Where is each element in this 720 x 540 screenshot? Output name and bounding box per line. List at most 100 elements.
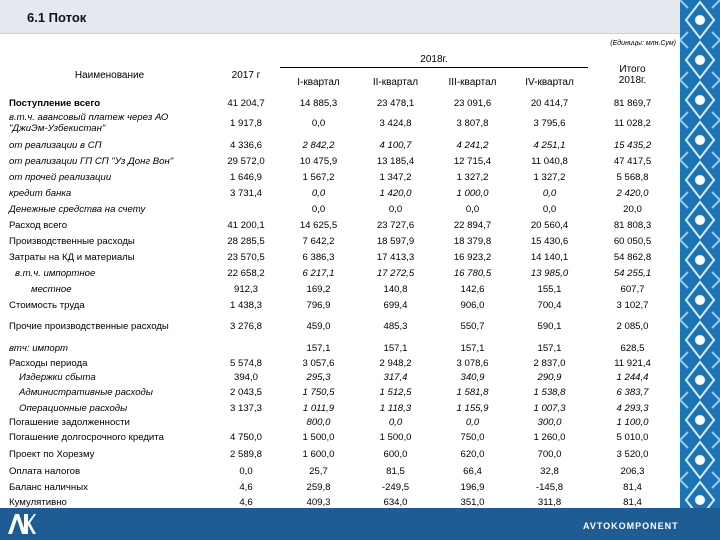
cell-q2: 1 347,2 bbox=[379, 171, 412, 183]
bottom-bar bbox=[0, 508, 720, 540]
row-label: Административные расходы bbox=[19, 387, 153, 398]
header-row-1: Наименование 2017 г 2018г. Итого 2018г. bbox=[7, 53, 677, 86]
cell-q2: 1 512,5 bbox=[379, 387, 412, 398]
cell-q4: 15 430,6 bbox=[530, 235, 569, 247]
cell-y2017: 3 731,4 bbox=[229, 187, 262, 199]
cell-q3: 16 780,5 bbox=[453, 267, 492, 279]
header-value-total: 81 869,7 bbox=[613, 97, 652, 109]
row-label: втч: импорт bbox=[9, 342, 69, 354]
row-label-line1: в.т.ч. авансовый платеж через АО bbox=[9, 112, 169, 123]
units-note: (Единицы: млн.Сум) bbox=[610, 40, 676, 47]
cell-y2017: 23 570,5 bbox=[227, 251, 265, 263]
row-label: Производственные расходы bbox=[9, 235, 135, 247]
page-title: 6.1 Поток bbox=[27, 10, 87, 25]
table-row: Стоимость труда 1 438,3 796,9 699,4 906,0 700… bbox=[7, 297, 677, 313]
cell-q4: 3 795,6 bbox=[533, 117, 566, 129]
cell-q3: 12 715,4 bbox=[453, 155, 492, 167]
table-row: в.т.ч. авансовый платеж через АО "ДжиЭм-У… bbox=[7, 109, 677, 137]
header-value-q3: 23 091,6 bbox=[453, 97, 492, 109]
cell-q1: 409,3 bbox=[306, 497, 331, 508]
cell-y2017: 4,6 bbox=[239, 497, 253, 508]
row-label-line2: "ДжиЭм-Узбекистан" bbox=[9, 123, 106, 134]
header-row-2: I-квартал II-квартал III-квартал IV-квар… bbox=[7, 67, 677, 97]
cell-y2017: 4 336,6 bbox=[229, 139, 262, 151]
cell-q4: 1 007,3 bbox=[533, 402, 566, 414]
cell-q1: 169,2 bbox=[306, 283, 331, 295]
cell-total: 11 028,2 bbox=[614, 117, 651, 129]
row-label: местное bbox=[31, 283, 72, 295]
cell-q1: 0,0 bbox=[311, 117, 326, 129]
cell-q2: 81,5 bbox=[386, 466, 405, 477]
brand-name: AVTOKOMPONENT bbox=[583, 521, 679, 531]
cell-q4: 0,0 bbox=[542, 203, 557, 215]
cell-q4: 1 538,8 bbox=[533, 387, 566, 398]
cell-q2: 18 597,9 bbox=[376, 235, 415, 247]
cell-q1: 14 625,5 bbox=[299, 219, 338, 231]
col-header-q2: II-квартал bbox=[372, 76, 419, 88]
cell-y2017: 3 137,3 bbox=[229, 402, 262, 414]
cell-total: 1 244,4 bbox=[616, 371, 649, 383]
col-header-q1: I-квартал bbox=[297, 76, 340, 88]
row-label: в.т.ч. авансовый платеж через АО "ДжиЭм-У… bbox=[7, 109, 212, 137]
cell-total: 2 420,0 bbox=[616, 187, 649, 199]
cell-q3: 3 078,6 bbox=[456, 357, 489, 369]
cell-q2: 0,0 bbox=[388, 203, 403, 215]
cell-total: 47 417,5 bbox=[613, 155, 652, 167]
cell-total: 60 050,5 bbox=[613, 235, 652, 247]
cell-q1: 0,0 bbox=[311, 203, 326, 215]
header-value-q1: 14 885,3 bbox=[299, 97, 338, 109]
table-row: от прочей реализации 1 646,9 1 567,2 1 347,… bbox=[7, 169, 677, 185]
cell-q3: 4 241,2 bbox=[456, 139, 489, 151]
cell-y2017: 1 438,3 bbox=[229, 299, 262, 311]
cell-q1: 2 842,2 bbox=[302, 139, 335, 151]
cell-q1: 6 217,1 bbox=[302, 267, 335, 279]
cell-q3: 0,0 bbox=[465, 203, 480, 215]
cell-total: 607,7 bbox=[620, 283, 645, 295]
row-label: от прочей реализации bbox=[9, 171, 112, 183]
cell-q2: 485,3 bbox=[383, 321, 408, 332]
cell-q1: 0,0 bbox=[311, 187, 326, 199]
col-header-name: Наименование bbox=[74, 69, 145, 81]
cell-q4: 4 251,1 bbox=[533, 139, 566, 151]
cell-total: 81 808,3 bbox=[613, 219, 652, 231]
cell-q4: 157,1 bbox=[537, 342, 562, 354]
cell-q1: 459,0 bbox=[306, 321, 331, 332]
cell-q4: -145,8 bbox=[535, 482, 564, 493]
cell-q1: 295,3 bbox=[306, 371, 331, 383]
cell-q3: 66,4 bbox=[463, 466, 482, 477]
col-header-total: Итого 2018г. bbox=[588, 53, 677, 97]
cell-total: 5 568,8 bbox=[616, 171, 649, 183]
row-label: Оплата налогов bbox=[9, 466, 81, 477]
cell-total: 206,3 bbox=[620, 466, 645, 477]
cell-q1: 1 600,0 bbox=[302, 449, 335, 460]
table-row: Поступление всего 41 204,7 14 885,3 23 478,… bbox=[7, 97, 677, 109]
cell-q1: 800,0 bbox=[306, 416, 331, 428]
cell-total: 15 435,2 bbox=[613, 139, 652, 151]
cell-total: 1 100,0 bbox=[616, 416, 649, 428]
cell-q1: 1 011,9 bbox=[302, 402, 335, 414]
table-row: местное 912,3 169,2 140,8 142,6 155,1 607,7 bbox=[7, 281, 677, 297]
table-row: втч: импорт 157,1 157,1 157,1 157,1 628,5 bbox=[7, 340, 677, 356]
table-row: Расход всего 41 200,1 14 625,5 23 727,6 22 8… bbox=[7, 217, 677, 233]
cell-q3: 1 000,0 bbox=[456, 187, 489, 199]
col-header-2018: 2018г. bbox=[280, 53, 589, 68]
decorative-ornament-strip bbox=[680, 0, 720, 540]
cell-q3: 22 894,7 bbox=[453, 219, 492, 231]
table-row: от реализации ГП СП "Уз Донг Вон" 29 572,… bbox=[7, 153, 677, 169]
cell-total: 6 383,7 bbox=[616, 387, 649, 398]
col-header-q3: III-квартал bbox=[448, 76, 497, 88]
cell-total: 54 255,1 bbox=[613, 267, 652, 279]
table-row: Производственные расходы 28 285,5 7 642,2 1… bbox=[7, 233, 677, 249]
cell-total: 5 010,0 bbox=[616, 432, 649, 443]
cell-q2: 600,0 bbox=[383, 449, 408, 460]
cell-total: 81,4 bbox=[623, 497, 642, 508]
total-header-line1: Итого bbox=[619, 64, 646, 75]
cell-q1: 6 386,3 bbox=[302, 251, 335, 263]
cell-q3: 157,1 bbox=[460, 342, 485, 354]
row-label: Прочие производственные расходы bbox=[9, 321, 169, 332]
cell-total: 11 921,4 bbox=[614, 357, 651, 369]
row-label: от реализации в СП bbox=[9, 139, 102, 151]
table-row: кредит банка 3 731,4 0,0 1 420,0 1 000,0 0,0 2… bbox=[7, 185, 677, 201]
cell-y2017 bbox=[212, 415, 280, 429]
cell-q2: 23 727,6 bbox=[376, 219, 415, 231]
